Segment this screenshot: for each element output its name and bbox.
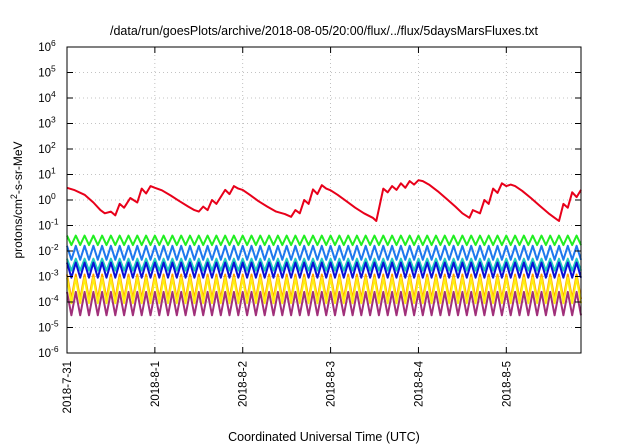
y-tick-exponent: 4 bbox=[51, 89, 56, 99]
y-tick-exponent: 3 bbox=[51, 115, 56, 125]
x-axis-label: Coordinated Universal Time (UTC) bbox=[228, 430, 420, 444]
series-line-8 bbox=[66, 290, 582, 317]
y-tick-exponent: 2 bbox=[51, 140, 56, 150]
y-tick-label: 10 bbox=[38, 348, 51, 360]
y-tick-exponent: -4 bbox=[51, 293, 59, 303]
series-line-1 bbox=[66, 179, 582, 222]
x-axis-ticks: 2018-7-31 2018-8-1 2018-8-2 2018-8-3 2018-8-… bbox=[62, 47, 513, 413]
series-line-5 bbox=[66, 261, 582, 279]
y-tick-label: 10 bbox=[38, 42, 51, 54]
y-tick-label: 10 bbox=[38, 221, 51, 233]
y-axis-ticks: 10 -610 -510 -410 -310 -210 -110 010 110 210 310 41… bbox=[38, 38, 581, 360]
y-tick-label: 10 bbox=[38, 68, 51, 80]
series-line-7 bbox=[66, 276, 582, 305]
y-tick-label: 10 bbox=[38, 195, 51, 207]
series-line-3 bbox=[66, 244, 582, 261]
y-tick-exponent: -2 bbox=[51, 242, 59, 252]
x-tick-label: 2018-8-1 bbox=[150, 361, 162, 407]
y-tick-exponent: -6 bbox=[51, 344, 59, 354]
y-tick-exponent: 0 bbox=[51, 191, 56, 201]
y-tick-label: 10 bbox=[38, 170, 51, 182]
y-tick-exponent: -3 bbox=[51, 268, 59, 278]
y-tick-exponent: 1 bbox=[51, 166, 56, 176]
x-tick-label: 2018-8-3 bbox=[326, 361, 338, 407]
x-tick-label: 2018-8-5 bbox=[501, 361, 513, 407]
y-tick-exponent: 6 bbox=[51, 38, 56, 48]
series-line-4 bbox=[66, 257, 582, 272]
y-tick-label: 10 bbox=[38, 119, 51, 131]
chart-title: /data/run/goesPlots/archive/2018-08-05/2… bbox=[110, 24, 539, 38]
x-tick-label: 2018-7-31 bbox=[62, 361, 74, 413]
data-series bbox=[66, 179, 582, 317]
x-tick-label: 2018-8-4 bbox=[413, 360, 425, 407]
y-tick-label: 10 bbox=[38, 323, 51, 335]
x-tick-label: 2018-8-2 bbox=[238, 361, 250, 407]
y-tick-label: 10 bbox=[38, 246, 51, 258]
y-tick-label: 10 bbox=[38, 297, 51, 309]
y-tick-label: 10 bbox=[38, 272, 51, 284]
y-axis-label: protons/cm2-s-sr-MeV bbox=[9, 141, 25, 258]
y-tick-label: 10 bbox=[38, 144, 51, 156]
y-tick-label: 10 bbox=[38, 93, 51, 105]
series-line-2 bbox=[66, 234, 582, 247]
y-tick-exponent: -1 bbox=[51, 217, 59, 227]
y-tick-exponent: 5 bbox=[51, 64, 56, 74]
y-tick-exponent: -5 bbox=[51, 319, 59, 329]
